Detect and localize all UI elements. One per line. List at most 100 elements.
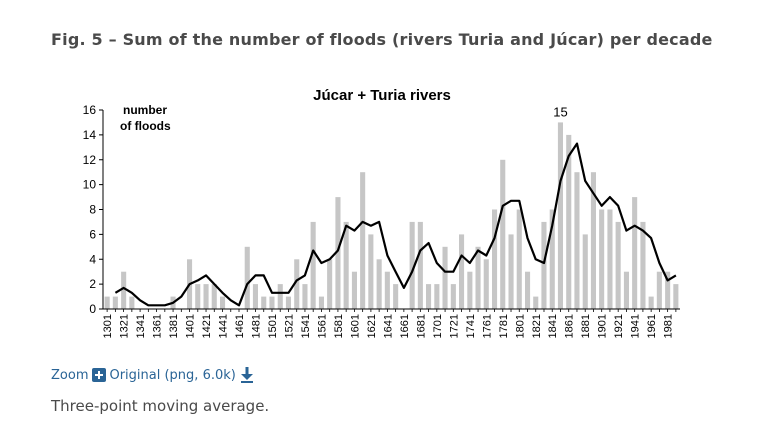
x-tick-label: 1321 [119,314,131,338]
x-tick-label: 1801 [514,314,526,338]
bar-1471 [244,246,250,309]
figure-title: Fig. 5 – Sum of the number of floods (ri… [51,30,713,49]
bar-1821 [533,296,539,309]
chart-svg: 0 2 4 6 8 10 12 14 16 1301 1321 1341 1361 1381 1401 142… [83,87,680,338]
bar-1701 [434,284,440,309]
bar-1531 [294,259,300,310]
x-tick-label: 1721 [448,314,460,338]
bar-1651 [393,284,399,309]
bar-1891 [590,172,596,309]
bar-1861 [566,134,572,309]
bar-1741 [467,271,473,309]
y-tick-label: 16 [83,103,97,117]
x-tick-label: 1481 [250,314,262,338]
x-tick-label: 1581 [333,314,345,338]
bar-1911 [607,209,613,309]
x-tick-label: 1381 [168,314,180,338]
bar-1431 [211,284,217,309]
bar-1711 [442,246,448,309]
bar-1751 [475,246,481,309]
x-tick-label: 1401 [185,314,197,338]
bar-1881 [582,234,588,309]
bar-1331 [129,296,135,309]
chart: 0 2 4 6 8 10 12 14 16 1301 1321 1341 1361 1381 1401 142… [60,78,700,363]
x-tick-label: 1761 [481,314,493,338]
bar-1631 [376,259,382,310]
bar-1481 [252,284,258,309]
x-tick-label: 1521 [283,314,295,338]
zoom-link[interactable]: Zoom [51,367,89,383]
axes: 0 2 4 6 8 10 12 14 16 1301 1321 1341 1361 1381 1401 142… [83,103,680,338]
bar-1501 [269,296,275,309]
y-tick-label: 2 [89,277,96,291]
bar-1761 [483,259,489,310]
y-tick-label: 4 [89,252,96,266]
y-tick-label: 8 [89,203,96,217]
x-tick-label: 1301 [102,314,114,338]
bar-1791 [508,234,514,309]
moving-average-line [114,142,677,307]
bar-1871 [574,172,580,309]
bar-1491 [261,296,267,309]
bar-1591 [343,221,349,309]
bar-1611 [360,172,366,309]
bar-1831 [541,221,547,309]
bar-group [104,122,679,310]
bar-1811 [525,271,531,309]
x-tick-label: 1841 [547,314,559,338]
bar-1901 [599,209,605,309]
bar-1971 [656,271,662,309]
bar-1571 [327,259,333,310]
bar-1991 [673,284,679,309]
bar-1421 [203,284,209,309]
x-tick-label: 1981 [663,314,675,338]
y-tick-label: 14 [83,128,97,142]
bar-1411 [195,284,201,309]
x-tick-label: 1641 [382,314,394,338]
x-tick-label: 1561 [316,314,328,338]
bar-1771 [492,209,498,309]
x-tick-label: 1861 [564,314,576,338]
figure-caption: Three-point moving average. [51,397,270,415]
bar-1921 [615,221,621,309]
x-tick-label: 1421 [201,314,213,338]
x-tick-label: 1441 [218,314,230,338]
bar-1721 [450,284,456,309]
original-link[interactable]: Original (png, 6.0k) [109,367,236,383]
peak-label: 15 [553,104,567,119]
download-icon[interactable] [240,367,253,383]
bar-1511 [277,284,283,309]
bar-1551 [310,221,316,309]
bar-1561 [318,296,324,309]
x-tick-label: 1341 [135,314,147,338]
bar-1801 [516,209,522,309]
x-tick-label: 1601 [349,314,361,338]
x-tick-label: 1901 [597,314,609,338]
bar-1841 [549,209,555,309]
x-tick-label: 1501 [267,314,279,338]
bar-1931 [623,271,629,309]
x-tick-label: 1821 [531,314,543,338]
y-tick-label: 12 [83,153,97,167]
x-tick-label: 1621 [366,314,378,338]
bar-1601 [351,271,357,309]
x-tick-label: 1541 [300,314,312,338]
x-tick-label: 1681 [415,314,427,338]
bar-1951 [640,221,646,309]
bar-1321 [121,271,127,309]
bar-1961 [648,296,654,309]
x-tick-label: 1881 [580,314,592,338]
x-tick-label: 1961 [646,314,658,338]
ylabel-line-1: number [123,103,167,117]
bar-1621 [368,234,374,309]
bar-1941 [632,197,638,309]
bar-1541 [302,284,308,309]
bar-1311 [112,296,118,309]
y-tick-label: 10 [83,178,97,192]
bar-1671 [409,221,415,309]
bar-1641 [384,271,390,309]
bar-1731 [459,234,465,309]
x-tick-label: 1701 [432,314,444,338]
plus-icon[interactable] [92,368,107,382]
bar-1301 [104,296,110,309]
